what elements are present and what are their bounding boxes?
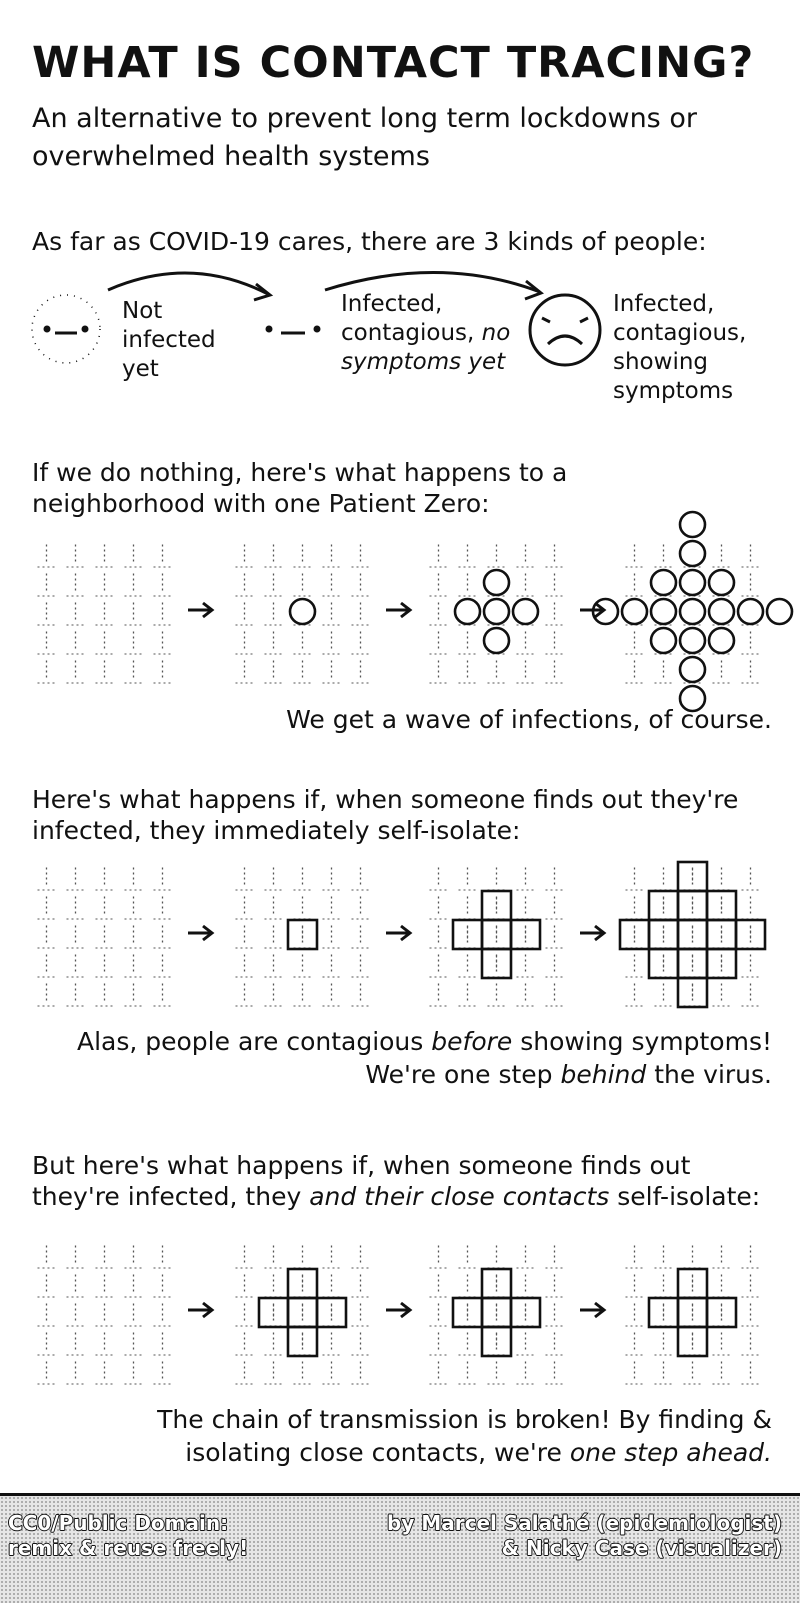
- grid-1-step1: [235, 544, 370, 684]
- grid-1-start: [37, 544, 172, 684]
- arrow-row3-0: [188, 1301, 215, 1319]
- arrow-row3-2: [580, 1301, 607, 1319]
- kinds-intro: As far as COVID-19 cares, there are 3 ki…: [32, 227, 707, 256]
- progression-arrow: [324, 271, 541, 294]
- contagious-label: Infected, contagious, no symptoms yet: [341, 291, 511, 375]
- page-title: WHAT IS CONTACT TRACING?: [32, 38, 755, 88]
- arrow-row2-2: [580, 924, 607, 942]
- grid-2-step3: [618, 860, 767, 1009]
- scenario2-outcome: Alas, people are contagious before showi…: [76, 1027, 772, 1089]
- contagious-face-icon: [265, 325, 273, 333]
- license-text: CC0/Public Domain:: [7, 1510, 229, 1535]
- reuse-text: remix & reuse freely!: [7, 1535, 249, 1560]
- arrow-row3-1: [386, 1301, 413, 1319]
- not-infected-label: Not infected yet: [122, 298, 216, 382]
- arrow-row2-0: [188, 924, 215, 942]
- grid-1-step3: [591, 510, 794, 713]
- author-credit: by Marcel Salathé (epidemiologist): [386, 1510, 782, 1535]
- scenario3-outcome: The chain of transmission is broken! By …: [157, 1405, 772, 1467]
- page-subtitle: An alternative to prevent long term lock…: [32, 103, 697, 172]
- arrow-row1-0: [188, 601, 215, 619]
- footer: CC0/Public Domain: remix & reuse freely!…: [0, 1493, 800, 1603]
- visualizer-credit: & Nicky Case (visualizer): [501, 1535, 783, 1560]
- arrow-row1-2: [580, 601, 607, 619]
- sick-face-icon: [528, 293, 602, 367]
- scenario3-intro: But here's what happens if, when someone…: [32, 1151, 761, 1211]
- arrow-row1-1: [386, 601, 413, 619]
- grid-2-step1: [235, 867, 370, 1007]
- grid-3-step1: [235, 1245, 370, 1385]
- symptoms-label: Infected, contagious, showing symptoms: [613, 291, 747, 404]
- grid-1-step2: [429, 544, 564, 684]
- progression-arrow: [107, 271, 269, 296]
- arrow-row2-1: [386, 924, 413, 942]
- not-infected-face-icon: [31, 294, 101, 364]
- grid-2-start: [37, 867, 172, 1007]
- grid-3-step3: [625, 1245, 760, 1385]
- kinds-diagram: [31, 271, 602, 367]
- grid-2-step2: [429, 867, 564, 1007]
- grid-3-step2: [429, 1245, 564, 1385]
- grid-3-start: [37, 1245, 172, 1385]
- scenario1-intro: If we do nothing, here's what happens to…: [32, 458, 568, 518]
- scenario2-intro: Here's what happens if, when someone fin…: [32, 785, 739, 845]
